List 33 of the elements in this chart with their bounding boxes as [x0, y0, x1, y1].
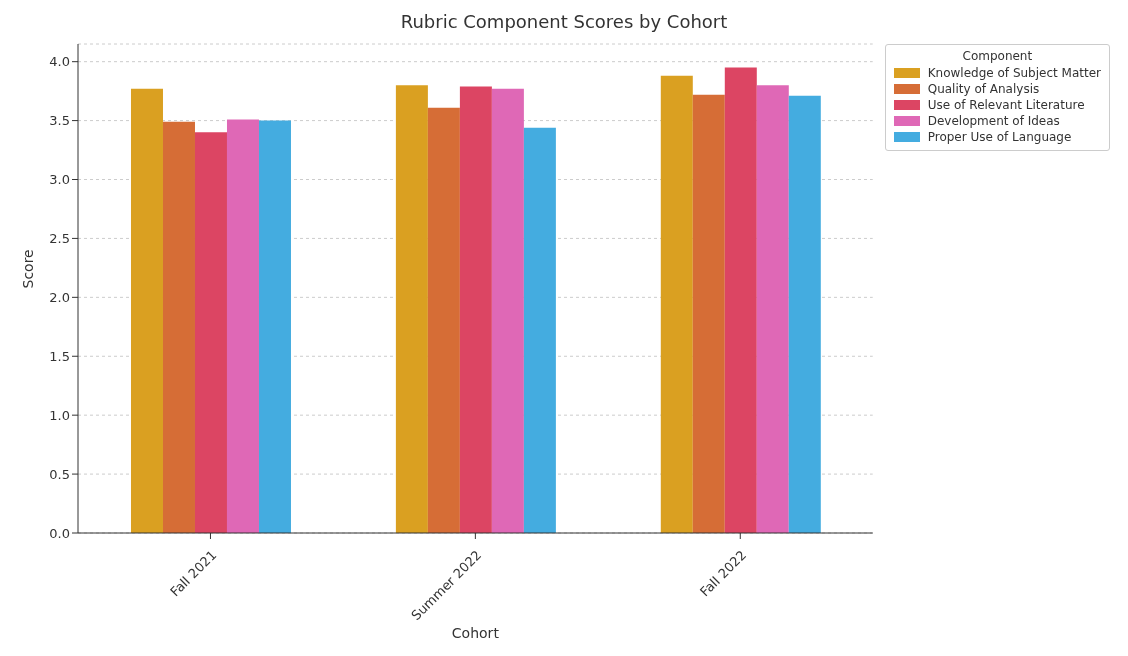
y-tick-label: 2.5 — [49, 231, 70, 247]
y-tick-label: 1.0 — [49, 407, 70, 423]
bar — [427, 107, 460, 533]
bar — [130, 88, 163, 533]
y-tick-label: 2.0 — [49, 289, 70, 305]
bar — [756, 85, 789, 533]
legend-title: Component — [961, 49, 1034, 63]
bar — [491, 88, 524, 533]
y-tick-label: 4.0 — [49, 54, 70, 70]
bar — [660, 75, 693, 533]
y-tick-label: 0.5 — [49, 466, 70, 482]
y-tick-label: 3.0 — [49, 172, 70, 188]
legend-label: Proper Use of Language — [927, 130, 1072, 144]
bar — [459, 86, 492, 533]
bar — [692, 94, 725, 533]
y-axis-title: Score — [19, 249, 36, 289]
y-tick-label: 1.5 — [49, 348, 70, 364]
bar — [226, 119, 259, 533]
bar — [194, 132, 227, 533]
bar — [788, 95, 821, 533]
bar — [395, 85, 428, 533]
legend-label: Use of Relevant Literature — [927, 98, 1085, 112]
x-axis-title: Cohort — [451, 625, 500, 641]
legend-label: Knowledge of Subject Matter — [927, 66, 1101, 80]
legend-label: Development of Ideas — [927, 114, 1060, 128]
legend-label: Quality of Analysis — [927, 82, 1040, 96]
bar — [162, 121, 195, 533]
bar — [523, 127, 556, 533]
bar — [258, 120, 291, 533]
y-tick-label: 3.5 — [49, 113, 70, 129]
y-tick-label: 0.0 — [49, 525, 70, 541]
bar — [724, 67, 757, 533]
chart-title: Rubric Component Scores by Cohort — [399, 10, 729, 34]
